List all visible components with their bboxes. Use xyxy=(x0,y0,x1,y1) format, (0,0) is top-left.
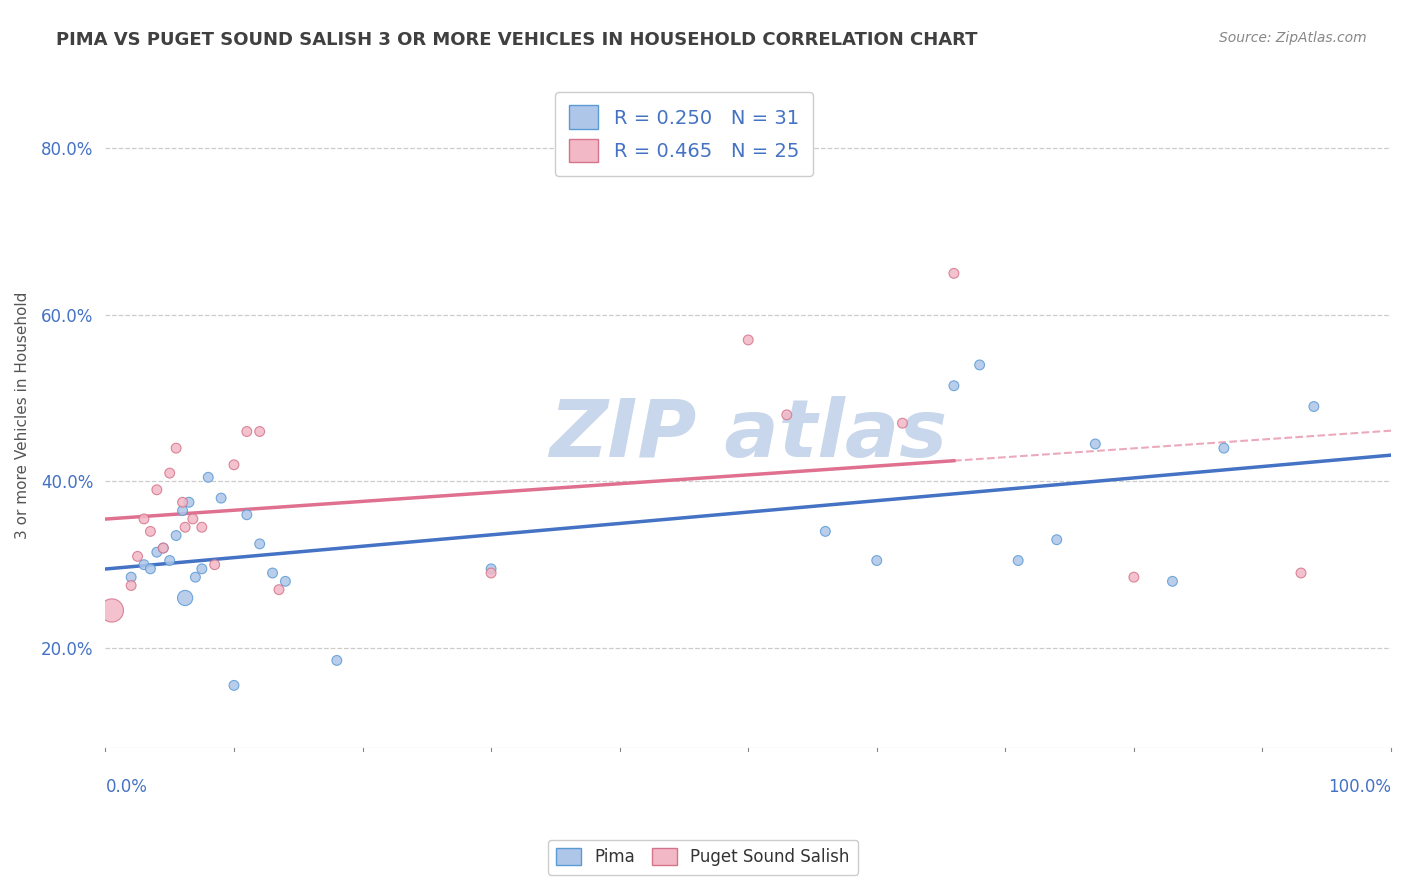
Legend: R = 0.250   N = 31, R = 0.465   N = 25: R = 0.250 N = 31, R = 0.465 N = 25 xyxy=(555,92,813,176)
Point xyxy=(159,466,181,480)
Point xyxy=(274,574,297,589)
Point xyxy=(1289,566,1312,580)
Text: Source: ZipAtlas.com: Source: ZipAtlas.com xyxy=(1219,31,1367,45)
Point xyxy=(222,678,245,692)
Point xyxy=(177,495,200,509)
Point xyxy=(139,562,162,576)
Y-axis label: 3 or more Vehicles in Household: 3 or more Vehicles in Household xyxy=(15,291,30,539)
Point xyxy=(172,503,194,517)
Point xyxy=(101,603,124,617)
Point xyxy=(1007,553,1029,567)
Text: PIMA VS PUGET SOUND SALISH 3 OR MORE VEHICLES IN HOUSEHOLD CORRELATION CHART: PIMA VS PUGET SOUND SALISH 3 OR MORE VEH… xyxy=(56,31,977,49)
Point xyxy=(139,524,162,539)
Point xyxy=(174,520,197,534)
Point xyxy=(204,558,226,572)
Point xyxy=(152,541,174,555)
Point xyxy=(165,528,187,542)
Point xyxy=(814,524,837,539)
Point xyxy=(1161,574,1184,589)
Point xyxy=(172,495,194,509)
Point xyxy=(326,653,349,667)
Point xyxy=(165,441,187,455)
Point xyxy=(776,408,799,422)
Point xyxy=(262,566,284,580)
Point xyxy=(891,416,914,430)
Point xyxy=(209,491,232,505)
Point xyxy=(942,266,965,280)
Legend: Pima, Puget Sound Salish: Pima, Puget Sound Salish xyxy=(548,840,858,875)
Point xyxy=(1122,570,1144,584)
Point xyxy=(197,470,219,484)
Point xyxy=(159,553,181,567)
Point xyxy=(191,520,214,534)
Point xyxy=(127,549,149,564)
Point xyxy=(1212,441,1234,455)
Point xyxy=(152,541,174,555)
Text: ZIP atlas: ZIP atlas xyxy=(550,396,948,474)
Point xyxy=(479,562,502,576)
Point xyxy=(120,570,142,584)
Text: 0.0%: 0.0% xyxy=(105,778,148,796)
Point xyxy=(1302,400,1324,414)
Point xyxy=(174,591,197,605)
Point xyxy=(737,333,759,347)
Point xyxy=(969,358,991,372)
Point xyxy=(267,582,290,597)
Point xyxy=(184,570,207,584)
Point xyxy=(146,545,169,559)
Point xyxy=(249,537,271,551)
Point xyxy=(236,508,259,522)
Point xyxy=(191,562,214,576)
Point xyxy=(1084,437,1107,451)
Point xyxy=(249,425,271,439)
Point xyxy=(132,558,155,572)
Point xyxy=(479,566,502,580)
Point xyxy=(120,578,142,592)
Point xyxy=(222,458,245,472)
Point xyxy=(866,553,889,567)
Point xyxy=(132,512,155,526)
Point xyxy=(146,483,169,497)
Text: 100.0%: 100.0% xyxy=(1329,778,1391,796)
Point xyxy=(1046,533,1069,547)
Point xyxy=(181,512,204,526)
Point xyxy=(236,425,259,439)
Point xyxy=(942,378,965,392)
